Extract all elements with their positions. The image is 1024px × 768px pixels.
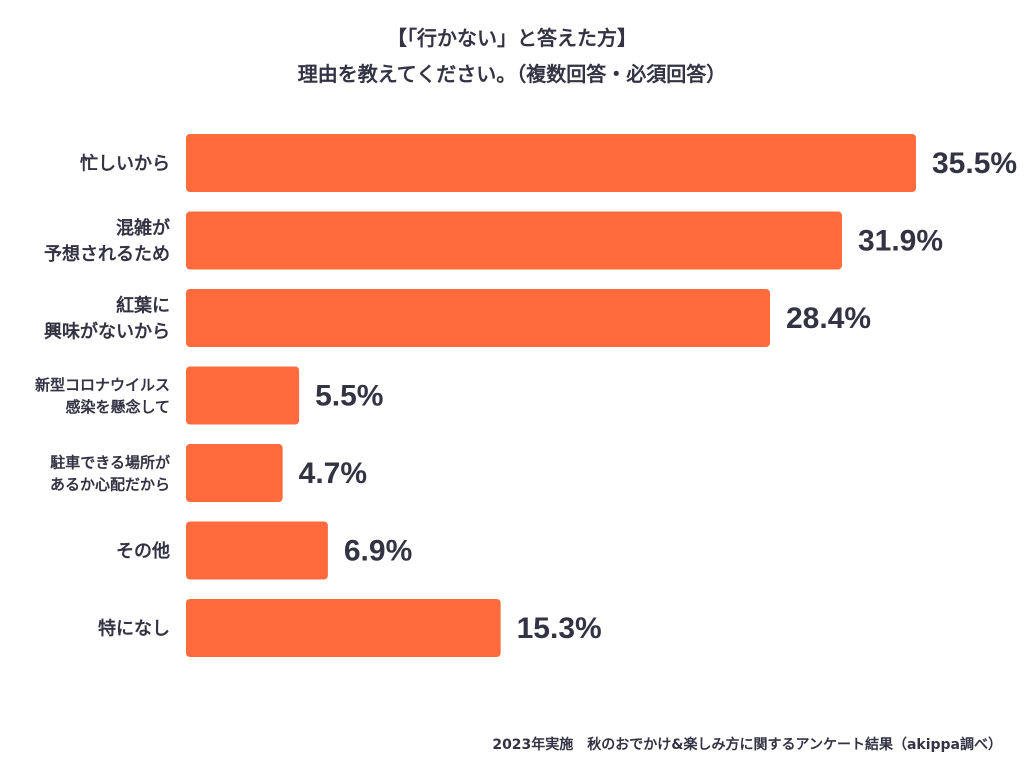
category-label-3: 新型コロナウイルス感染を懸念して — [35, 376, 170, 416]
value-label-1: 31.9% — [858, 225, 943, 258]
category-label-2-line-1: 興味がないから — [44, 320, 170, 342]
value-label-0: 35.5% — [932, 147, 1017, 180]
category-label-3-line-1: 感染を懸念して — [65, 398, 170, 416]
chart-title: 【「行かない」と答えた方】 理由を教えてください。（複数回答・必須回答） — [0, 20, 1024, 92]
value-label-3: 5.5% — [315, 380, 383, 413]
category-label-5: その他 — [116, 540, 170, 562]
category-label-0: 忙しいから — [80, 152, 170, 174]
category-label-4: 駐車できる場所があるか心配だから — [50, 453, 171, 493]
bar-4 — [186, 444, 283, 502]
value-label-2: 28.4% — [786, 302, 871, 335]
category-label-5-line-0: その他 — [116, 540, 170, 562]
category-label-1: 混雑が予想されるため — [44, 217, 170, 265]
bar-0 — [186, 134, 916, 192]
bar-6 — [186, 599, 501, 657]
category-label-3-line-0: 新型コロナウイルス — [35, 376, 170, 394]
bar-5 — [186, 521, 328, 580]
source-footnote: 2023年実施 秋のおでかけ&楽しみ方に関するアンケート結果（akippa調べ） — [492, 737, 1002, 753]
value-label-5: 6.9% — [344, 535, 412, 568]
category-label-6: 特になし — [98, 617, 170, 639]
chart-title-line-1: 【「行かない」と答えた方】 — [387, 26, 637, 50]
category-label-1-line-1: 予想されるため — [44, 243, 170, 265]
category-label-4-line-1: あるか心配だから — [50, 475, 170, 493]
category-label-6-line-0: 特になし — [98, 617, 170, 639]
category-label-1-line-0: 混雑が — [116, 217, 170, 239]
bar-2 — [186, 289, 770, 347]
bar-3 — [186, 366, 300, 425]
category-label-0-line-0: 忙しいから — [80, 152, 170, 174]
category-label-2: 紅葉に興味がないから — [44, 294, 170, 342]
value-label-6: 15.3% — [517, 612, 602, 645]
bar-1 — [186, 211, 842, 270]
category-label-4-line-0: 駐車できる場所が — [50, 453, 171, 471]
category-label-2-line-0: 紅葉に — [116, 294, 170, 316]
chart-title-line-2: 理由を教えてください。（複数回答・必須回答） — [297, 62, 727, 86]
value-label-4: 4.7% — [299, 457, 367, 490]
